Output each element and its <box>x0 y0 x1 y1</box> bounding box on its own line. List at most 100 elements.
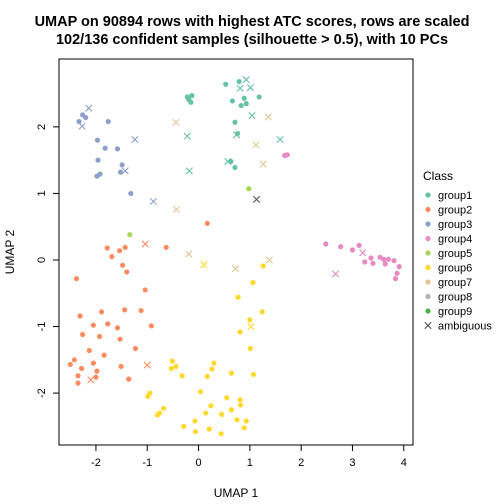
legend-label-group4: group4 <box>438 234 472 246</box>
point-group3 <box>94 173 100 179</box>
x-tick-label: -2 <box>91 457 101 469</box>
point-group1 <box>229 98 236 104</box>
point-group3 <box>76 118 82 125</box>
legend-key-group3 <box>425 221 431 227</box>
point-group2 <box>163 244 169 250</box>
point-group6 <box>235 294 241 300</box>
point-group1 <box>232 164 238 171</box>
point-group2 <box>90 322 96 328</box>
x-axis: -2 -1 0 1 2 3 4 <box>91 445 407 469</box>
legend-label-ambiguous: ambiguous <box>438 321 492 333</box>
legend-key-group1 <box>425 192 431 198</box>
point-group2-ambiguous <box>141 240 149 248</box>
y-tick-label: -2 <box>36 388 48 398</box>
point-group2 <box>132 345 139 352</box>
point-group7-ambiguous <box>172 118 180 126</box>
point-group6 <box>228 370 234 376</box>
point-group2-ambiguous <box>143 361 151 369</box>
point-group4 <box>392 276 399 282</box>
point-group2 <box>120 262 126 268</box>
point-group6 <box>224 395 230 401</box>
legend-key-group7 <box>425 279 431 285</box>
point-group1 <box>243 100 249 107</box>
point-group2 <box>109 254 115 260</box>
legend-key-group2 <box>425 206 431 213</box>
point-group6 <box>169 358 175 364</box>
point-group6 <box>237 329 243 335</box>
plot-frame <box>58 58 414 446</box>
point-group4-ambiguous <box>359 249 367 257</box>
point-group1 <box>256 94 262 100</box>
point-group2 <box>94 368 100 374</box>
point-group1-ambiguous <box>232 131 241 139</box>
point-group6 <box>260 263 266 269</box>
point-group2 <box>117 336 123 342</box>
point-group2 <box>78 365 85 372</box>
x-tick-label: 4 <box>401 457 407 469</box>
point-group4 <box>370 260 376 266</box>
point-group3-ambiguous <box>85 104 93 112</box>
point-group2 <box>114 325 121 331</box>
point-group4 <box>323 241 329 247</box>
point-group1-ambiguous <box>248 111 256 120</box>
legend-key-group9 <box>425 308 431 314</box>
legend-label-group9: group9 <box>438 306 472 318</box>
point-group1-ambiguous <box>185 167 193 175</box>
point-group2 <box>204 220 210 226</box>
legend-label-group5: group5 <box>438 248 472 260</box>
point-group2 <box>96 333 103 340</box>
point-group7-ambiguous <box>252 141 260 149</box>
point-group6 <box>250 371 257 378</box>
point-group2 <box>118 363 124 370</box>
point-group6 <box>211 360 217 366</box>
point-group3 <box>114 146 121 152</box>
y-tick-label: 1 <box>36 190 48 196</box>
legend-key-group5 <box>425 250 431 256</box>
point-group4 <box>394 270 400 276</box>
point-group4 <box>381 256 387 262</box>
point-group2 <box>67 361 73 368</box>
point-group1-ambiguous <box>236 84 244 92</box>
point-group3-ambiguous <box>121 167 129 175</box>
point-group4-ambiguous <box>331 270 340 278</box>
point-group1-ambiguous <box>242 76 250 84</box>
point-group6 <box>203 410 209 416</box>
point-group4 <box>368 255 374 261</box>
chart-title-line-1: UMAP on 90894 rows with highest ATC scor… <box>35 14 470 30</box>
point-group6 <box>179 373 185 379</box>
point-group7-ambiguous <box>185 250 193 258</box>
point-group6 <box>204 373 210 380</box>
y-tick-label: -1 <box>36 322 48 332</box>
y-axis-label: UMAP 2 <box>3 229 17 274</box>
point-group3 <box>94 137 101 143</box>
point-group3 <box>83 114 89 121</box>
chart-title-line-2: 102/136 confident samples (silhouette > … <box>56 32 448 48</box>
point-group6 <box>168 365 174 372</box>
point-group6 <box>206 426 212 432</box>
point-group4 <box>284 152 290 158</box>
point-group6 <box>241 425 247 431</box>
point-group1-ambiguous <box>246 84 254 92</box>
point-group6 <box>238 402 244 408</box>
point-group3-ambiguous <box>149 197 157 206</box>
point-group3 <box>105 118 111 125</box>
point-group4 <box>396 264 402 270</box>
point-group1-ambiguous <box>183 132 191 140</box>
point-group2 <box>101 352 107 358</box>
point-group2 <box>104 245 110 251</box>
point-group2 <box>86 347 92 354</box>
x-tick-label: 2 <box>298 457 304 469</box>
point-group2 <box>105 321 111 327</box>
point-group7-ambiguous <box>259 160 267 168</box>
point-group6 <box>259 309 265 315</box>
point-group3 <box>119 162 125 168</box>
point-group2 <box>142 287 148 293</box>
point-group3-ambiguous <box>78 122 86 130</box>
legend-key-group6 <box>425 264 431 271</box>
point-group1 <box>184 94 190 100</box>
x-tick-label: -1 <box>142 457 152 469</box>
point-group4 <box>385 256 391 262</box>
point-group1 <box>232 119 238 125</box>
point-group2 <box>93 374 99 380</box>
x-axis-label: UMAP 1 <box>214 486 259 500</box>
